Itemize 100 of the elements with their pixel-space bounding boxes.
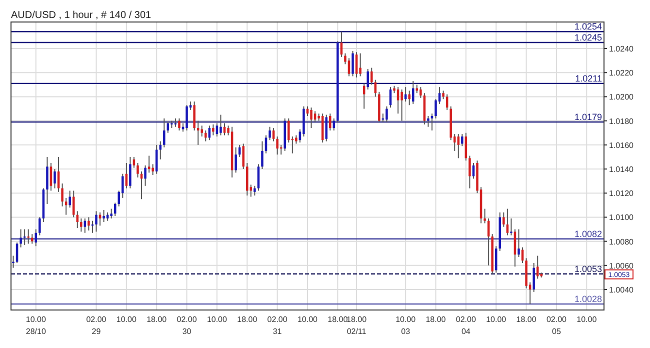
candlestick [310,107,312,129]
candlestick [16,242,18,264]
x-tick-label: 02.00 29 [86,315,107,336]
candlestick [348,58,350,77]
candlestick [144,164,146,186]
candlestick [80,218,82,232]
candlestick [68,190,71,208]
candlestick [110,208,112,219]
candlestick [20,228,22,248]
candlestick [234,146,237,174]
candlestick [430,113,434,131]
x-tick-label: 18.00 [516,315,537,324]
candlestick [468,155,471,189]
candlestick [359,52,362,77]
ref-line-label: 1.0245 [574,32,602,42]
y-tick-label: 1.0040 [609,286,634,295]
candlestick [12,255,14,268]
candlestick [163,118,166,148]
candlestick [148,155,150,174]
ref-line-label: 1.0211 [575,73,602,84]
candlestick [102,209,105,223]
ref-line-label: 1.0053 [574,264,602,274]
candlestick [521,246,524,264]
candlestick [27,228,30,244]
candlestick [264,134,268,154]
candlestick [136,162,139,178]
candlestick [366,68,369,90]
y-tick-label: 1.0200 [609,92,634,102]
candlestick [536,255,539,280]
ref-line-label: 1.0179 [574,112,602,122]
candlestick [46,156,48,204]
candlestick [186,104,188,131]
ref-line-label: 1.0082 [574,228,602,239]
candlestick [155,144,158,174]
candlestick [261,140,264,170]
candlestick [420,86,422,98]
candlestick [54,168,56,189]
ref-line-label: 1.0028 [574,294,602,304]
x-tick-label: 10.00 [206,315,228,324]
candlestick [95,210,98,232]
x-tick-label: 18.00 [426,315,446,324]
candlestick [427,115,430,128]
x-tick-label: 02.00 05 [546,315,568,336]
candlestick [220,114,222,136]
ref-line-label: 1.0254 [574,22,602,32]
candlestick [352,50,354,77]
x-tick-label: 10.00 03 [396,315,416,336]
candlestick [400,88,403,122]
x-tick-label: 10.00 [297,315,318,324]
candlestick [502,212,505,228]
candlestick [88,216,90,231]
y-tick-label: 1.0060 [609,261,634,270]
candlestick [152,164,154,176]
candlestick [386,106,388,123]
candlestick [370,67,373,86]
candlestick [61,182,64,207]
candlestick [212,124,214,136]
y-tick-label: 1.0220 [609,68,634,78]
candlestick [193,101,196,131]
y-tick-label: 1.0160 [609,140,634,150]
y-tick-label: 1.0100 [609,213,634,222]
candlestick [257,164,260,192]
candlestick [408,90,410,106]
y-tick-label: 1.0180 [609,116,634,126]
candlestick [518,228,520,258]
candlestick [129,156,132,189]
candlestick [242,143,245,170]
x-tick-label: 10.00 [576,315,598,324]
candlestick [396,86,400,114]
candlestick [329,113,332,131]
x-tick-label: 18.00 [146,315,168,324]
y-tick-label: 1.0140 [609,165,634,174]
candlestick [288,118,290,143]
candlestick [268,126,271,141]
y-tick-label: 1.0080 [609,237,634,246]
y-tick-label: 1.0120 [609,189,634,198]
x-tick-label: 18.00 02/11 [346,315,368,336]
candlestick [30,234,34,244]
candlestick [38,216,41,236]
candlestick [412,80,414,104]
candlestick [276,136,278,156]
x-tick-label: 18.00 [328,315,348,324]
candlestick [461,134,464,147]
candlestick [166,122,170,134]
x-tick-label: 10.00 [116,315,137,324]
y-tick-label: 1.0240 [609,44,634,54]
candlestick [72,190,75,218]
candlestick [532,262,535,292]
x-tick-label: 10.00 [486,315,507,324]
x-tick-label: 10.00 28/10 [26,315,46,336]
candlestick [325,114,328,142]
chart-title: AUD/USD , 1 hour , # 140 / 301 [11,10,152,21]
candlestick [204,130,207,142]
candlestick [254,185,256,196]
x-tick-label: 02.00 30 [176,315,198,336]
candlestick [196,120,200,146]
candlestick [484,208,486,224]
candlestick [200,125,204,137]
candlestick [178,118,180,131]
x-tick-label: 02.00 31 [267,315,288,336]
